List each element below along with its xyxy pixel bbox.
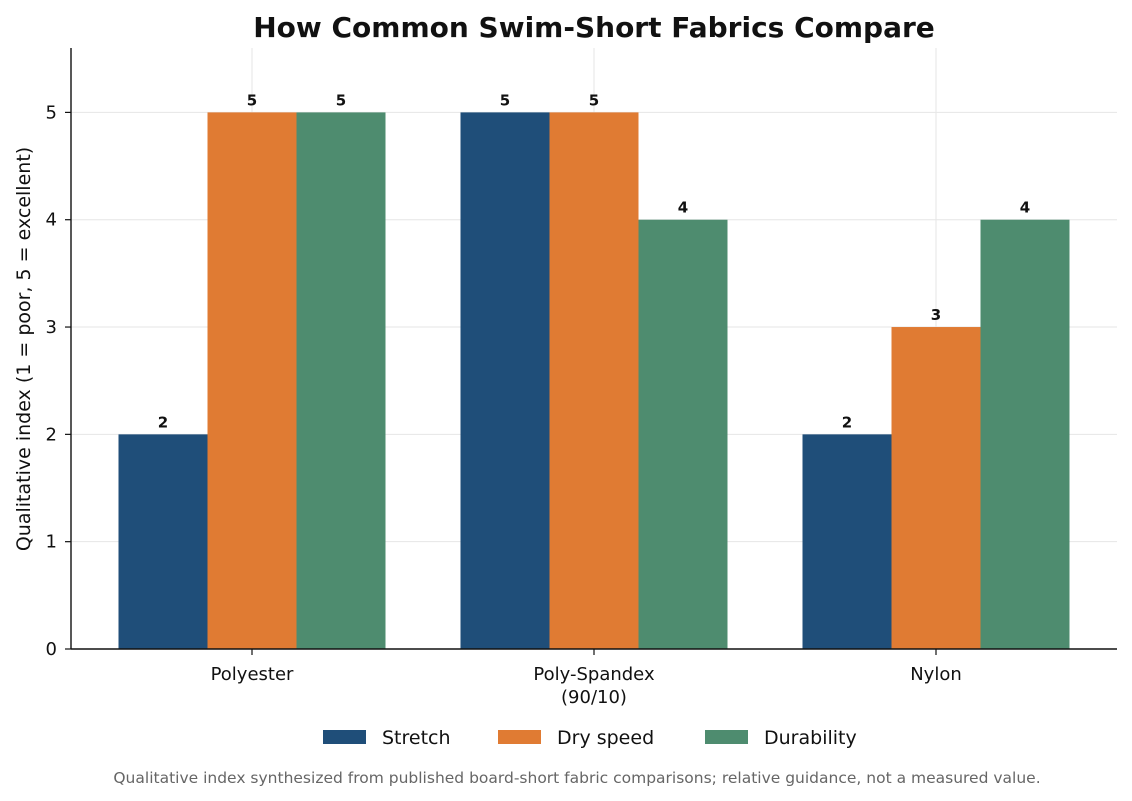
data-label: 5 [500, 91, 510, 109]
bar-stretch [460, 112, 550, 649]
bars [118, 112, 1070, 649]
data-labels: 2 5 5 5 5 4 2 3 4 [158, 91, 1030, 431]
y-axis-label: Qualitative index (1 = poor, 5 = excelle… [13, 147, 35, 551]
data-label: 2 [158, 413, 168, 431]
data-label: 4 [678, 199, 688, 217]
y-tick-label: 5 [46, 102, 57, 123]
y-tick-label: 4 [46, 210, 57, 231]
y-ticks: 0 1 2 3 4 5 [46, 102, 71, 660]
chart-title: How Common Swim-Short Fabrics Compare [253, 11, 935, 44]
bar-durability [638, 219, 728, 649]
legend-label: Stretch [382, 727, 451, 749]
legend-swatch [498, 730, 541, 744]
legend-item-stretch: Stretch [323, 727, 451, 749]
bar-durability [980, 219, 1070, 649]
bar-dry-speed [891, 327, 981, 649]
legend-swatch [705, 730, 748, 744]
bar-dry-speed [207, 112, 297, 649]
x-tick-label: Poly-Spandex (90/10) [533, 664, 655, 708]
legend-label: Durability [764, 727, 857, 749]
x-tick-label: Nylon [910, 664, 962, 685]
bar-stretch [118, 434, 208, 649]
x-ticks: Polyester Poly-Spandex (90/10) Nylon [211, 649, 962, 708]
legend-item-durability: Durability [705, 727, 857, 749]
data-label: 3 [931, 306, 941, 324]
bar-durability [296, 112, 386, 649]
bar-dry-speed [549, 112, 639, 649]
data-label: 5 [589, 91, 599, 109]
x-tick-label: Polyester [211, 664, 294, 685]
data-label: 2 [842, 413, 852, 431]
footnote: Qualitative index synthesized from publi… [113, 769, 1040, 787]
legend: Stretch Dry speed Durability [323, 727, 857, 749]
legend-swatch [323, 730, 366, 744]
data-label: 5 [336, 91, 346, 109]
y-tick-label: 0 [46, 639, 57, 660]
legend-label: Dry speed [557, 727, 654, 749]
legend-item-dry-speed: Dry speed [498, 727, 654, 749]
data-label: 4 [1020, 199, 1030, 217]
y-tick-label: 3 [46, 317, 57, 338]
y-tick-label: 1 [46, 532, 57, 553]
y-tick-label: 2 [46, 424, 57, 445]
data-label: 5 [247, 91, 257, 109]
bar-stretch [802, 434, 892, 649]
